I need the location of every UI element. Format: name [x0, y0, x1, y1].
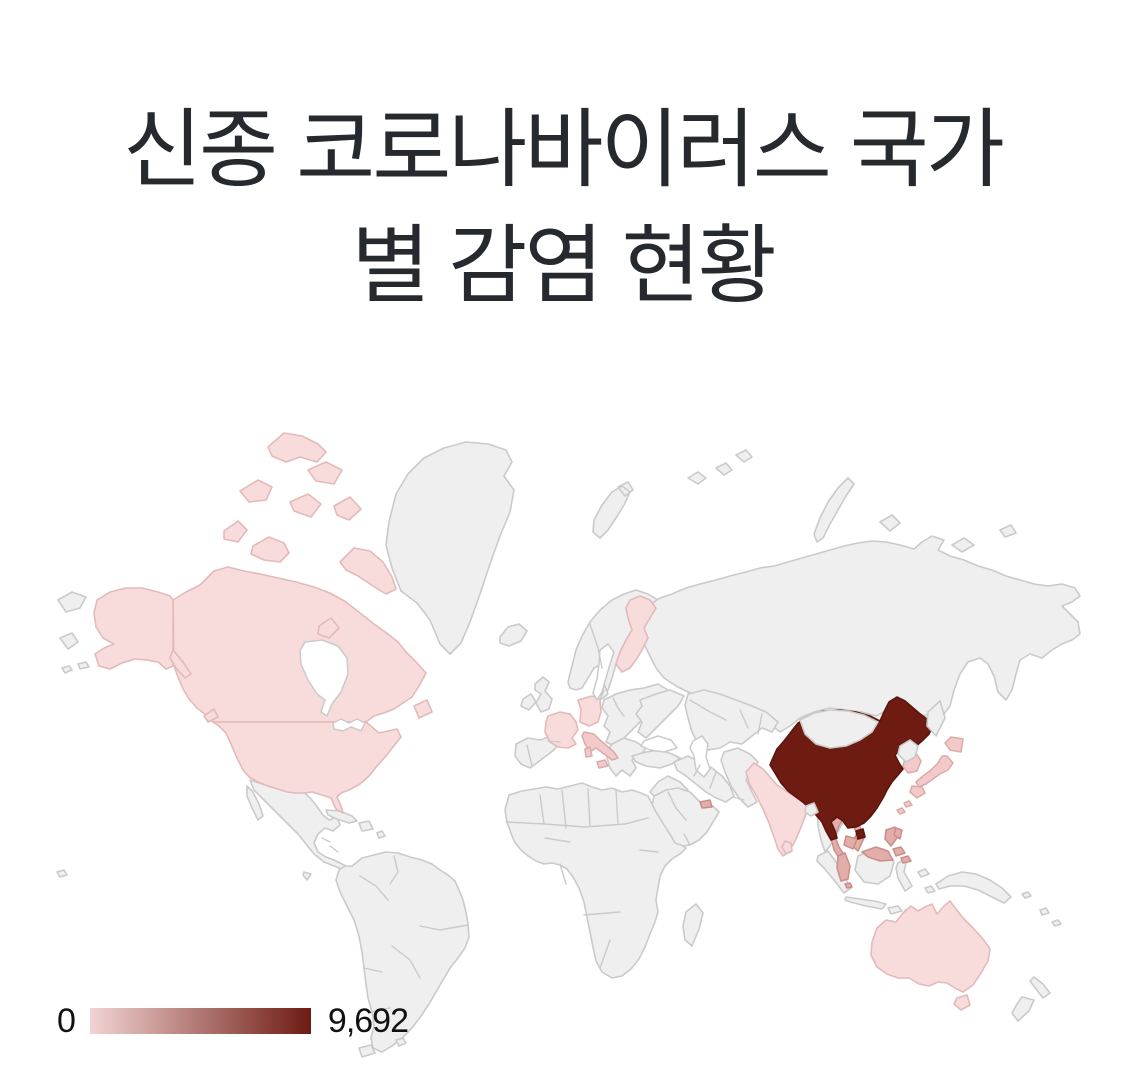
country-usa-alaska[interactable] — [93, 587, 174, 670]
country-italy-sicily — [596, 759, 609, 769]
landmass-madagascar[interactable] — [682, 903, 704, 947]
landmass-north-korea[interactable] — [897, 739, 919, 763]
country-usa[interactable] — [212, 721, 402, 814]
landmass-nz-north[interactable] — [1029, 976, 1051, 999]
country-china-hainan — [855, 828, 866, 840]
landmass-tierra-del-fuego — [358, 1044, 376, 1058]
landmass-africa[interactable] — [504, 782, 687, 979]
country-australia-tasmania[interactable] — [953, 994, 971, 1011]
country-canada-baffin[interactable] — [339, 547, 397, 595]
landmass-svalbard — [592, 481, 634, 539]
landmass-java[interactable] — [844, 896, 887, 910]
country-canada-devon — [307, 461, 343, 485]
country-uae[interactable] — [699, 799, 713, 809]
country-canada-ellesmere — [267, 432, 327, 463]
landmass-ireland[interactable] — [520, 693, 537, 711]
country-sri-lanka[interactable] — [781, 840, 793, 855]
landmass-caribbean-speck — [376, 830, 386, 839]
country-cambodia[interactable] — [843, 835, 858, 850]
water-great-lakes — [332, 718, 366, 732]
water-black-sea — [640, 735, 678, 753]
country-usa-alaska-panhandle — [169, 649, 192, 679]
border-lines-asia — [667, 699, 763, 846]
water-baltic-sea — [592, 643, 615, 701]
border-lines-europe — [526, 623, 625, 767]
landmass-afghanistan-pakistan[interactable] — [720, 747, 759, 808]
landmass-iberia[interactable] — [514, 735, 561, 769]
water-hudson-bay — [299, 639, 349, 717]
country-canada-vancouver-island — [203, 708, 219, 723]
legend-max-label: 9,692 — [327, 1001, 409, 1040]
landmass-iceland[interactable] — [499, 623, 528, 647]
country-philippines[interactable] — [884, 826, 912, 864]
landmass-uk[interactable] — [534, 676, 553, 713]
landmass-new-guinea[interactable] — [935, 871, 1012, 904]
landmass-greenland[interactable] — [385, 441, 515, 655]
landmass-south-america[interactable] — [335, 851, 470, 1053]
country-canada[interactable] — [172, 566, 427, 723]
country-australia[interactable] — [870, 900, 991, 993]
country-japan-kyushu — [909, 785, 926, 799]
country-taiwan[interactable] — [893, 827, 903, 840]
landmass-mexico[interactable] — [249, 779, 361, 875]
landmass-balkans[interactable] — [606, 737, 647, 777]
page-title-line2: 별 감염 현황 — [351, 218, 776, 314]
country-japan-okinawa — [896, 800, 913, 815]
landmass-nz-south[interactable] — [1011, 996, 1035, 1022]
country-canada-southampton — [317, 617, 340, 639]
landmass-primorye — [926, 700, 946, 737]
legend-min-label: 0 — [57, 1001, 76, 1040]
country-canada-banks — [223, 520, 248, 543]
country-italy-sardinia — [584, 746, 593, 758]
border-lines-africa — [505, 788, 659, 969]
page-title-line1: 신종 코로나바이러스 국가 — [122, 102, 1005, 198]
border-lines-central-america — [321, 837, 339, 853]
landmass-baja — [246, 785, 264, 821]
landmass-aleutian-specks — [56, 661, 312, 881]
landmass-bangladesh[interactable] — [804, 802, 819, 817]
country-france[interactable] — [544, 711, 579, 749]
page-title: 신종 코로나바이러스 국가 별 감염 현황 — [0, 92, 1125, 324]
landmass-falklands — [395, 1037, 407, 1047]
border-lines-south-america — [359, 855, 469, 1013]
landmass-arctic-islands-ru — [879, 514, 1017, 553]
country-finland[interactable] — [615, 595, 657, 673]
landmass-ukraine[interactable] — [635, 689, 685, 739]
landmass-central-asia[interactable] — [684, 689, 779, 751]
country-malaysia-peninsula[interactable] — [836, 852, 851, 882]
water-caspian-sea — [689, 735, 711, 778]
landmass-chukotka-west — [57, 591, 87, 650]
country-japan-hokkaido[interactable] — [944, 736, 964, 753]
country-italy[interactable] — [581, 731, 619, 761]
country-malaysia-borneo[interactable] — [861, 846, 894, 862]
landmass-sumatra[interactable] — [816, 850, 852, 894]
landmass-novaya-zemlya — [813, 477, 855, 543]
country-canada-arctic-isles — [239, 479, 362, 521]
landmass-pacific-specks — [1021, 891, 1062, 927]
country-canada-victoria — [250, 536, 290, 563]
country-canada-newfoundland — [413, 699, 433, 719]
country-singapore — [844, 882, 853, 889]
landmass-mongolia[interactable] — [799, 709, 879, 749]
landmass-franz-josef — [687, 449, 753, 485]
landmass-moluccas — [917, 868, 936, 894]
landmass-hispaniola — [358, 820, 374, 832]
legend: 0 9,692 — [57, 1001, 409, 1040]
legend-gradient — [89, 1008, 311, 1034]
